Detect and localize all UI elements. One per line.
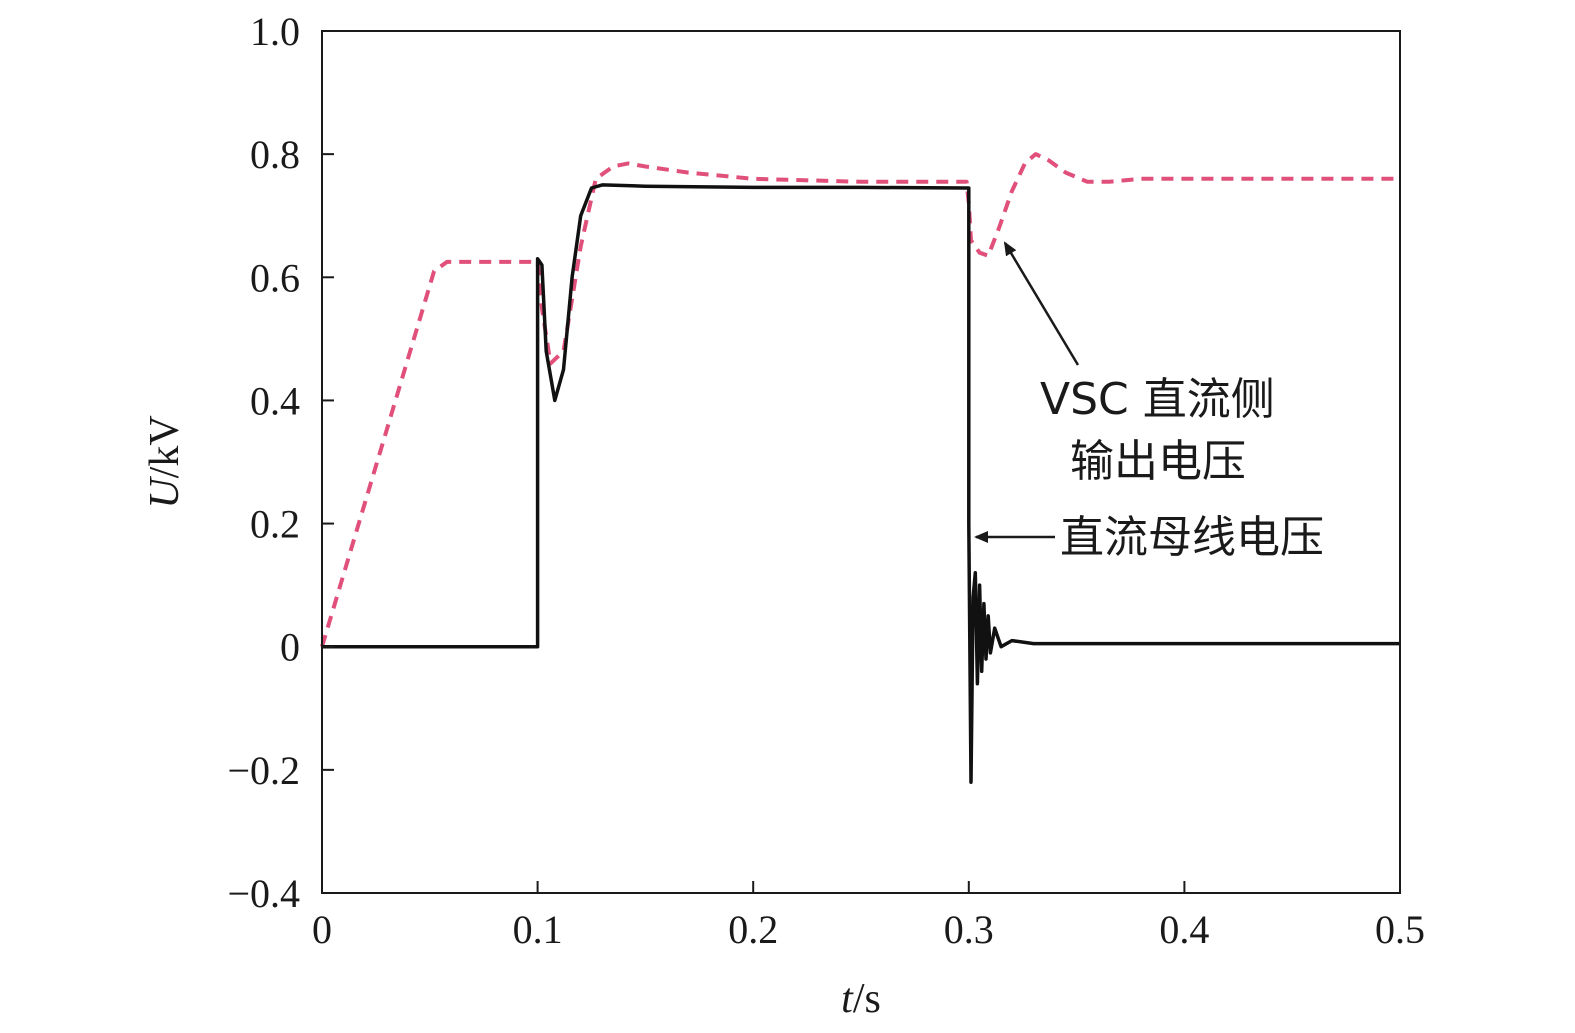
series-vsc-output-voltage [320, 152, 1400, 648]
svg-text:U/kV: U/kV [142, 415, 188, 508]
series-dc-bus-voltage [322, 183, 1400, 784]
y-tick-label: −0.4 [227, 871, 300, 916]
x-tick-label: 0.2 [728, 907, 778, 952]
x-axis-label: t/s [841, 976, 881, 1022]
y-tick-label: 0.2 [250, 502, 300, 547]
y-axis-label: U/kV [142, 415, 188, 508]
x-axis-var: t [841, 976, 854, 1022]
y-tick-label: 1.0 [250, 9, 300, 54]
x-tick-label: 0.1 [513, 907, 563, 952]
y-tick-label: 0.4 [250, 378, 300, 423]
x-tick-label: 0.5 [1375, 907, 1425, 952]
annotation-vsc-line1: VSC 直流侧 [1040, 374, 1275, 425]
x-tick-label: 0.4 [1159, 907, 1209, 952]
x-tick-label: 0 [312, 907, 332, 952]
svg-text:t/s: t/s [841, 976, 881, 1022]
y-axis-var: U [142, 476, 188, 509]
x-axis-unit: /s [853, 976, 881, 1022]
annotation-vsc-line2: 输出电压 [1070, 436, 1246, 487]
series-layer [320, 152, 1400, 784]
y-tick-label: 0 [280, 625, 300, 670]
plot-frame [321, 30, 1401, 894]
y-tick-label: −0.2 [227, 748, 300, 793]
y-tick-label: 0.6 [250, 255, 300, 300]
annotation-vsc: VSC 直流侧 输出电压 [1003, 241, 1275, 487]
annotation-bus-label: 直流母线电压 [1060, 512, 1324, 563]
annotation-vsc-arrow [1003, 241, 1080, 366]
y-axis-unit: /kV [142, 415, 188, 478]
x-tick-label: 0.3 [944, 907, 994, 952]
tick-layer: 0 0.1 0.2 0.3 0.4 0.5 −0.4 −0.2 0 0.2 0.4 0.6 0.8 1.0 [227, 9, 1425, 952]
annotation-bus: 直流母线电压 [974, 512, 1324, 563]
y-tick-label: 0.8 [250, 132, 300, 177]
